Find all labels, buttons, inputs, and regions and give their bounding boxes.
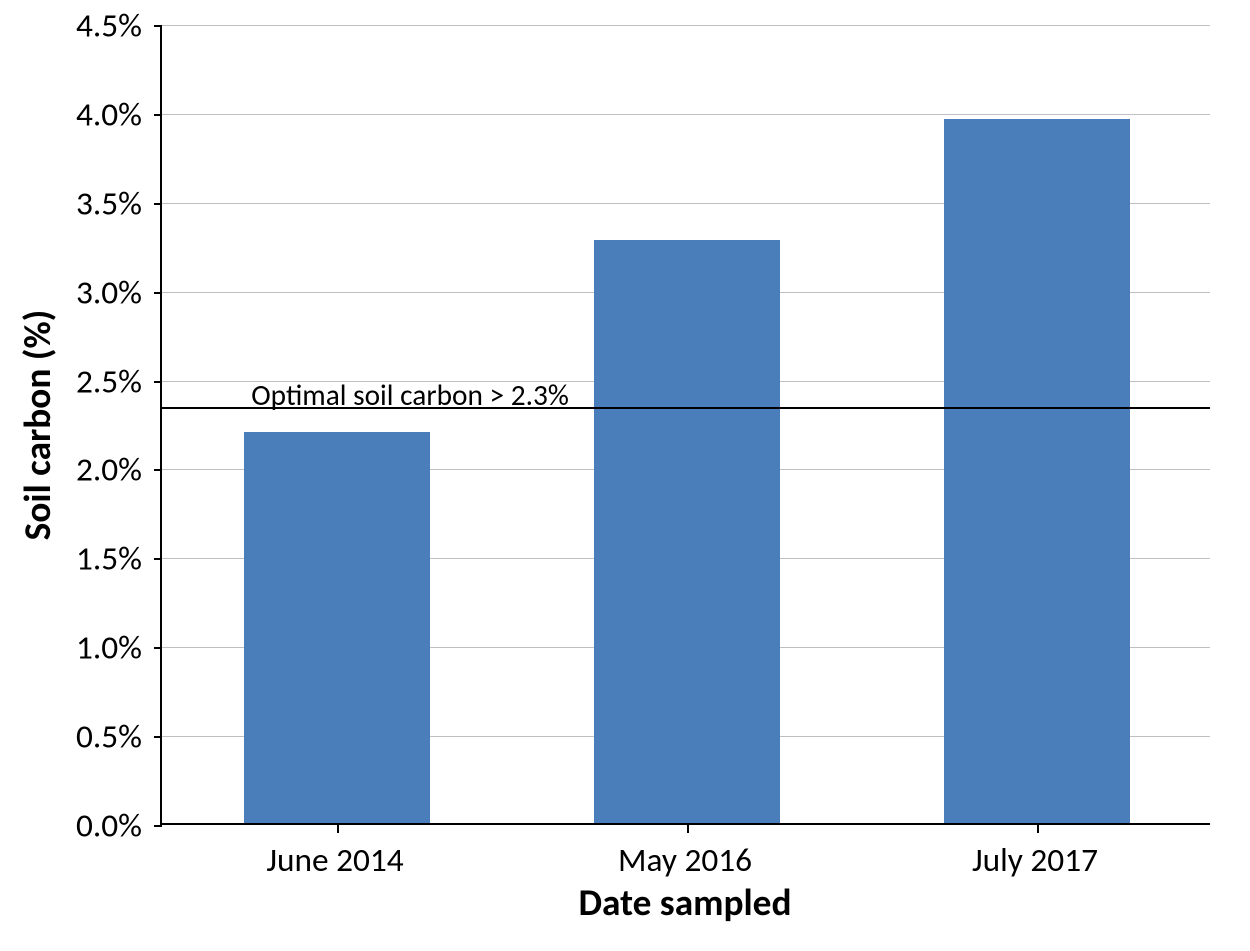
- y-axis-title: Soil carbon (%): [15, 310, 61, 541]
- bar: [594, 240, 780, 823]
- x-tick-label: May 2016: [618, 839, 752, 880]
- y-tick-label: 4.5%: [0, 5, 142, 46]
- plot-area: Optimal soil carbon > 2.3%: [160, 25, 1210, 825]
- grid-line: [162, 381, 1210, 382]
- grid-line: [162, 25, 1210, 26]
- y-tick-mark: [154, 469, 162, 471]
- x-tick-label: June 2014: [266, 839, 403, 880]
- y-tick-mark: [154, 25, 162, 27]
- x-axis-title: Date sampled: [578, 880, 791, 926]
- bar: [944, 119, 1130, 823]
- bar: [244, 432, 430, 823]
- y-tick-label: 1.5%: [0, 538, 142, 579]
- reference-line: [162, 407, 1210, 409]
- grid-line: [162, 203, 1210, 204]
- y-tick-mark: [154, 825, 162, 827]
- grid-line: [162, 292, 1210, 293]
- grid-line: [162, 114, 1210, 115]
- y-tick-mark: [154, 736, 162, 738]
- bars-layer: [162, 25, 1210, 823]
- x-tick-label: July 2017: [972, 839, 1098, 880]
- y-tick-mark: [154, 558, 162, 560]
- x-tick-mark: [687, 825, 689, 833]
- grid-layer: [162, 25, 1210, 823]
- y-tick-label: 0.5%: [0, 716, 142, 757]
- y-tick-mark: [154, 203, 162, 205]
- grid-line: [162, 558, 1210, 559]
- y-tick-label: 1.0%: [0, 627, 142, 668]
- y-tick-label: 3.5%: [0, 182, 142, 223]
- y-tick-mark: [154, 381, 162, 383]
- annotation-layer: Optimal soil carbon > 2.3%: [162, 25, 1210, 823]
- soil-carbon-chart: Optimal soil carbon > 2.3% 0.0% 0.5% 1.0% 1…: [0, 0, 1250, 951]
- grid-line: [162, 647, 1210, 648]
- grid-line: [162, 469, 1210, 470]
- grid-line: [162, 736, 1210, 737]
- y-tick-label: 4.0%: [0, 93, 142, 134]
- y-tick-mark: [154, 114, 162, 116]
- y-tick-label: 0.0%: [0, 805, 142, 846]
- y-tick-mark: [154, 292, 162, 294]
- reference-line-layer: [162, 25, 1210, 823]
- reference-line-label: Optimal soil carbon > 2.3%: [251, 377, 569, 413]
- x-tick-mark: [1037, 825, 1039, 833]
- y-tick-label: 3.0%: [0, 271, 142, 312]
- x-tick-mark: [337, 825, 339, 833]
- y-tick-mark: [154, 647, 162, 649]
